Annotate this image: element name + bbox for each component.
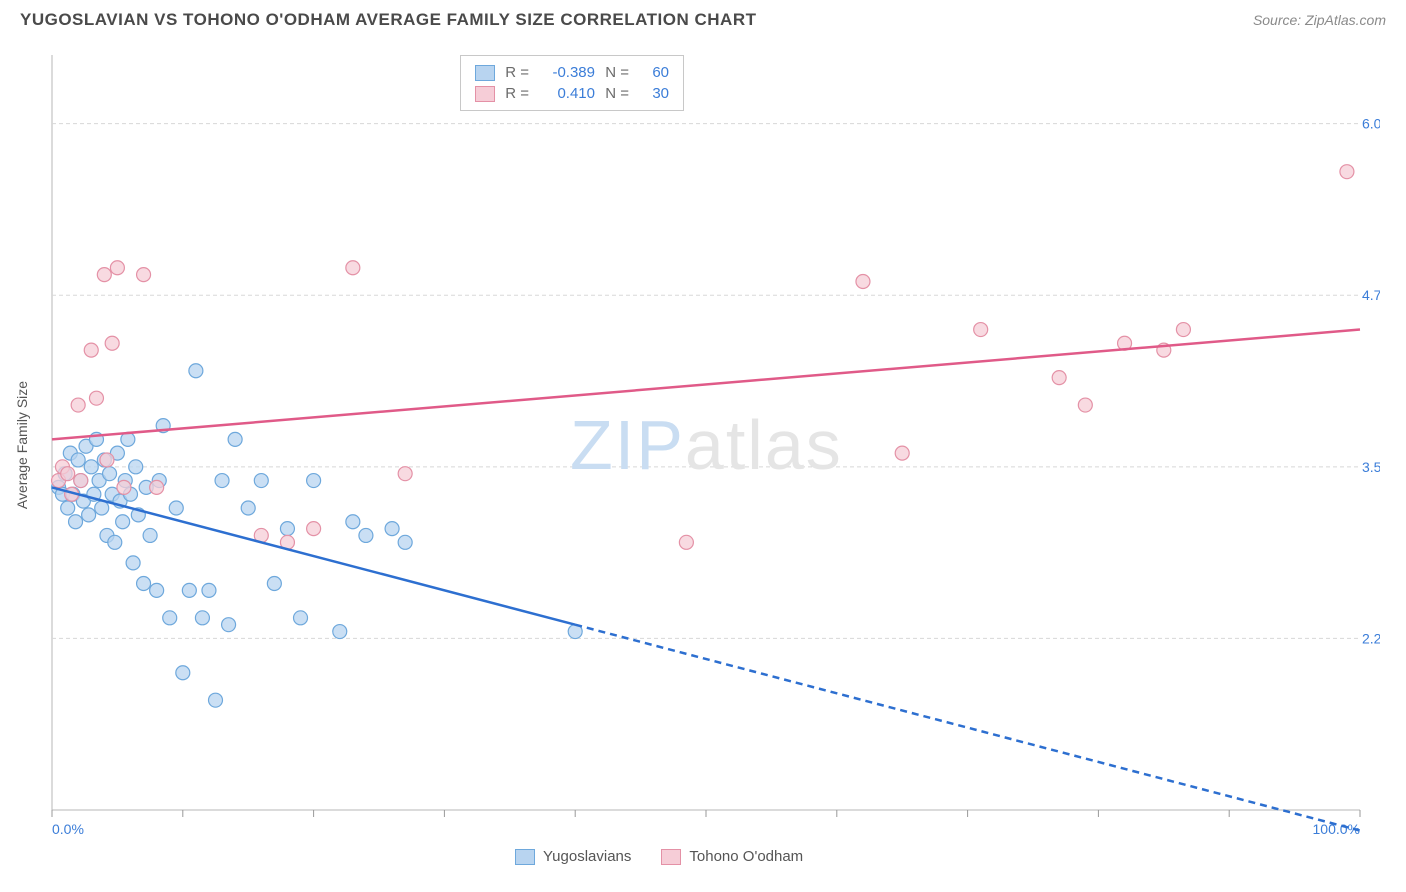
data-point bbox=[359, 528, 373, 542]
legend-label: Tohono O'odham bbox=[689, 848, 803, 865]
stat-r-value: 0.410 bbox=[539, 85, 595, 102]
data-point bbox=[74, 474, 88, 488]
data-point bbox=[82, 508, 96, 522]
data-point bbox=[307, 522, 321, 536]
data-point bbox=[97, 268, 111, 282]
data-point bbox=[189, 364, 203, 378]
legend-swatch bbox=[475, 86, 495, 102]
data-point bbox=[1176, 323, 1190, 337]
data-point bbox=[169, 501, 183, 515]
data-point bbox=[117, 480, 131, 494]
data-point bbox=[974, 323, 988, 337]
stats-row: R = 0.410 N = 30 bbox=[475, 83, 669, 104]
data-point bbox=[71, 398, 85, 412]
stat-r-label: R = bbox=[505, 85, 529, 102]
legend-swatch bbox=[661, 849, 681, 865]
legend-item: Yugoslavians bbox=[515, 848, 631, 865]
data-point bbox=[228, 432, 242, 446]
chart-title: YUGOSLAVIAN VS TOHONO O'ODHAM AVERAGE FA… bbox=[20, 10, 756, 30]
data-point bbox=[280, 522, 294, 536]
stats-row: R = -0.389 N = 60 bbox=[475, 62, 669, 83]
data-point bbox=[150, 583, 164, 597]
data-point bbox=[89, 391, 103, 405]
data-point bbox=[126, 556, 140, 570]
data-point bbox=[137, 268, 151, 282]
scatter-plot: 2.253.504.756.000.0%100.0% bbox=[50, 50, 1380, 840]
data-point bbox=[895, 446, 909, 460]
stat-n-value: 60 bbox=[639, 64, 669, 81]
data-point bbox=[241, 501, 255, 515]
data-point bbox=[71, 453, 85, 467]
data-point bbox=[84, 460, 98, 474]
data-point bbox=[307, 474, 321, 488]
data-point bbox=[856, 275, 870, 289]
data-point bbox=[254, 474, 268, 488]
data-point bbox=[398, 467, 412, 481]
chart-area: Average Family Size 2.253.504.756.000.0%… bbox=[50, 50, 1380, 840]
data-point bbox=[202, 583, 216, 597]
data-point bbox=[1078, 398, 1092, 412]
data-point bbox=[385, 522, 399, 536]
stat-n-label: N = bbox=[605, 64, 629, 81]
data-point bbox=[103, 467, 117, 481]
data-point bbox=[1340, 165, 1354, 179]
data-point bbox=[61, 467, 75, 481]
data-point bbox=[143, 528, 157, 542]
data-point bbox=[69, 515, 83, 529]
data-point bbox=[108, 535, 122, 549]
data-point bbox=[267, 577, 281, 591]
legend-label: Yugoslavians bbox=[543, 848, 631, 865]
data-point bbox=[182, 583, 196, 597]
data-point bbox=[333, 625, 347, 639]
stat-n-value: 30 bbox=[639, 85, 669, 102]
x-tick-label: 0.0% bbox=[52, 821, 84, 837]
y-tick-label: 4.75 bbox=[1362, 287, 1380, 303]
y-axis-label: Average Family Size bbox=[14, 381, 30, 509]
data-point bbox=[61, 501, 75, 515]
chart-source: Source: ZipAtlas.com bbox=[1253, 12, 1386, 28]
data-point bbox=[137, 577, 151, 591]
trend-line-dashed bbox=[575, 625, 1360, 831]
data-point bbox=[195, 611, 209, 625]
stat-r-label: R = bbox=[505, 64, 529, 81]
data-point bbox=[398, 535, 412, 549]
legend-item: Tohono O'odham bbox=[661, 848, 803, 865]
stats-legend-box: R = -0.389 N = 60 R = 0.410 N = 30 bbox=[460, 55, 684, 111]
data-point bbox=[176, 666, 190, 680]
legend-swatch bbox=[515, 849, 535, 865]
chart-header: YUGOSLAVIAN VS TOHONO O'ODHAM AVERAGE FA… bbox=[0, 0, 1406, 38]
data-point bbox=[84, 343, 98, 357]
stat-n-label: N = bbox=[605, 85, 629, 102]
data-point bbox=[294, 611, 308, 625]
data-point bbox=[95, 501, 109, 515]
series-legend: Yugoslavians Tohono O'odham bbox=[515, 848, 803, 865]
data-point bbox=[105, 336, 119, 350]
stat-r-value: -0.389 bbox=[539, 64, 595, 81]
data-point bbox=[150, 480, 164, 494]
trend-line bbox=[52, 330, 1360, 440]
data-point bbox=[100, 453, 114, 467]
y-tick-label: 3.50 bbox=[1362, 459, 1380, 475]
data-point bbox=[110, 261, 124, 275]
y-tick-label: 6.00 bbox=[1362, 116, 1380, 132]
y-tick-label: 2.25 bbox=[1362, 630, 1380, 646]
data-point bbox=[129, 460, 143, 474]
data-point bbox=[346, 515, 360, 529]
data-point bbox=[215, 474, 229, 488]
legend-swatch bbox=[475, 65, 495, 81]
data-point bbox=[222, 618, 236, 632]
data-point bbox=[346, 261, 360, 275]
data-point bbox=[116, 515, 130, 529]
data-point bbox=[679, 535, 693, 549]
data-point bbox=[163, 611, 177, 625]
data-point bbox=[1052, 371, 1066, 385]
data-point bbox=[209, 693, 223, 707]
